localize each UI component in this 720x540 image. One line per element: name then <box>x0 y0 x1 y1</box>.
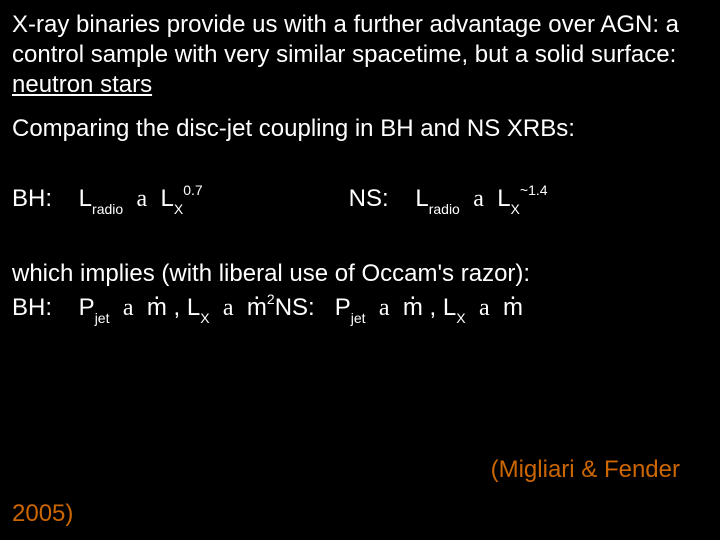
proportional-alpha: a <box>223 295 234 321</box>
exp-bh: 0.7 <box>183 182 202 198</box>
sub-radio: radio <box>429 201 460 217</box>
citation-text: (Migliari & Fender <box>491 456 680 484</box>
sub-radio: radio <box>92 201 123 217</box>
comma: , <box>174 294 187 321</box>
ns-label: NS: <box>349 185 409 213</box>
proportional-alpha: a <box>479 295 490 321</box>
proportional-alpha: a <box>137 186 148 212</box>
P-symbol: P <box>79 294 95 321</box>
bh-label: BH: <box>12 185 72 213</box>
comma: , <box>430 294 443 321</box>
equations-row: BH: Pjet a .m , LX a .m2NS: Pjet a .m , … <box>12 293 708 324</box>
dot-icon: . <box>254 280 261 304</box>
ns-label-inline: NS: <box>275 294 315 321</box>
sub-jet: jet <box>351 310 366 326</box>
bh-relation: BH: Lradio a LX0.7 <box>12 184 342 215</box>
L-symbol: L <box>443 294 456 321</box>
implies-paragraph: which implies (with liberal use of Occam… <box>12 259 708 289</box>
L-symbol: L <box>497 185 510 212</box>
bh-label: BH: <box>12 294 72 322</box>
sup-2: 2 <box>267 291 275 307</box>
proportional-alpha: a <box>379 295 390 321</box>
paragraph-compare: Comparing the disc-jet coupling in BH an… <box>12 114 708 144</box>
dot-icon: . <box>153 280 160 304</box>
L-symbol: L <box>161 185 174 212</box>
citation-year: 2005) <box>12 500 73 528</box>
mdot: .m <box>503 294 523 322</box>
paragraph-intro: X-ray binaries provide us with a further… <box>12 10 708 100</box>
ns-relation: NS: Lradio a LX~1.4 <box>349 184 689 215</box>
sub-X: X <box>200 310 209 326</box>
relations-row: BH: Lradio a LX0.7 NS: Lradio a LX~1.4 <box>12 184 708 215</box>
L-symbol: L <box>187 294 200 321</box>
dot-icon: . <box>510 280 517 304</box>
proportional-alpha: a <box>123 295 134 321</box>
P-symbol: P <box>335 294 351 321</box>
sub-X: X <box>511 201 520 217</box>
neutron-stars-underline: neutron stars <box>12 71 152 98</box>
slide: X-ray binaries provide us with a further… <box>0 0 720 540</box>
dot-icon: . <box>410 280 417 304</box>
sub-jet: jet <box>95 310 110 326</box>
intro-text: X-ray binaries provide us with a further… <box>12 11 679 68</box>
mdot: .m <box>403 294 423 322</box>
L-symbol: L <box>79 185 92 212</box>
proportional-alpha: a <box>473 186 484 212</box>
exp-ns: ~1.4 <box>520 182 548 198</box>
mdot: .m <box>147 294 167 322</box>
sub-X: X <box>174 201 183 217</box>
sub-X: X <box>456 310 465 326</box>
mdot: .m <box>247 294 267 322</box>
L-symbol: L <box>415 185 428 212</box>
